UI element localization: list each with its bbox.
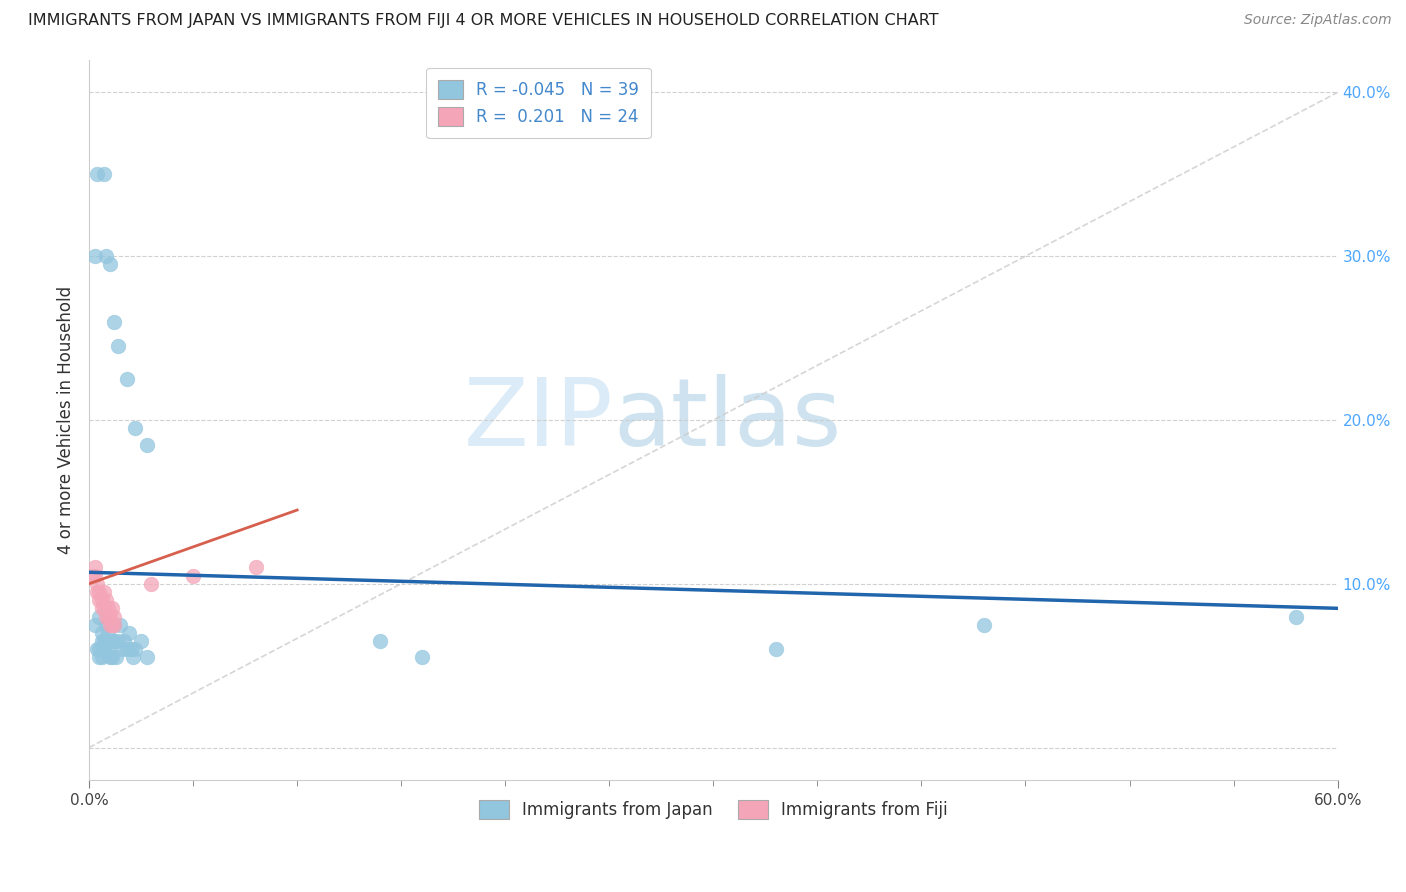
Text: Source: ZipAtlas.com: Source: ZipAtlas.com [1244,13,1392,28]
Point [94,609,117,624]
Point [103,609,125,624]
Point [1285,609,1308,624]
Point [110,617,132,632]
Point [115,642,138,657]
Point [120,642,142,657]
Point [103,617,125,632]
Point [86,642,108,657]
Point [105,650,128,665]
Point [86,585,108,599]
Point [97,609,120,624]
Point [103,315,125,329]
Point [94,634,117,648]
Point [101,634,124,648]
Legend: Immigrants from Japan, Immigrants from Fiji: Immigrants from Japan, Immigrants from F… [472,794,955,826]
Point [93,634,115,648]
Point [124,642,146,657]
Point [181,568,204,582]
Point [370,634,392,648]
Point [103,617,125,632]
Point [98,650,121,665]
Point [141,576,163,591]
Point [107,339,129,353]
Point [93,585,115,599]
Point [136,437,159,451]
Point [94,249,117,263]
Point [90,650,112,665]
Point [94,593,117,607]
Point [107,634,129,648]
Point [86,576,108,591]
Point [98,609,121,624]
Point [94,617,117,632]
Point [97,601,120,615]
Point [114,634,136,648]
Point [89,609,111,624]
Point [90,626,112,640]
Point [84,617,107,632]
Point [90,601,112,615]
Point [89,585,111,599]
Point [117,626,139,640]
Point [97,642,120,657]
Point [84,568,107,582]
Point [93,642,115,657]
Point [103,634,125,648]
Point [90,593,112,607]
Point [98,634,121,648]
Y-axis label: 4 or more Vehicles in Household: 4 or more Vehicles in Household [58,286,75,554]
Point [84,249,107,263]
Point [411,650,433,665]
Point [124,421,146,435]
Point [245,560,267,574]
Point [98,617,121,632]
Point [101,650,124,665]
Point [86,167,108,181]
Text: IMMIGRANTS FROM JAPAN VS IMMIGRANTS FROM FIJI 4 OR MORE VEHICLES IN HOUSEHOLD CO: IMMIGRANTS FROM JAPAN VS IMMIGRANTS FROM… [28,13,939,29]
Point [129,634,152,648]
Point [115,372,138,386]
Point [765,642,787,657]
Point [93,167,115,181]
Point [101,617,124,632]
Point [136,650,159,665]
Point [89,642,111,657]
Point [82,568,104,582]
Point [101,601,124,615]
Point [89,593,111,607]
Point [90,634,112,648]
Point [121,650,143,665]
Point [84,560,107,574]
Point [973,617,995,632]
Point [98,257,121,271]
Point [89,650,111,665]
Text: atlas: atlas [613,374,842,466]
Point [97,626,120,640]
Text: ZIP: ZIP [464,374,613,466]
Point [111,642,134,657]
Point [93,601,115,615]
